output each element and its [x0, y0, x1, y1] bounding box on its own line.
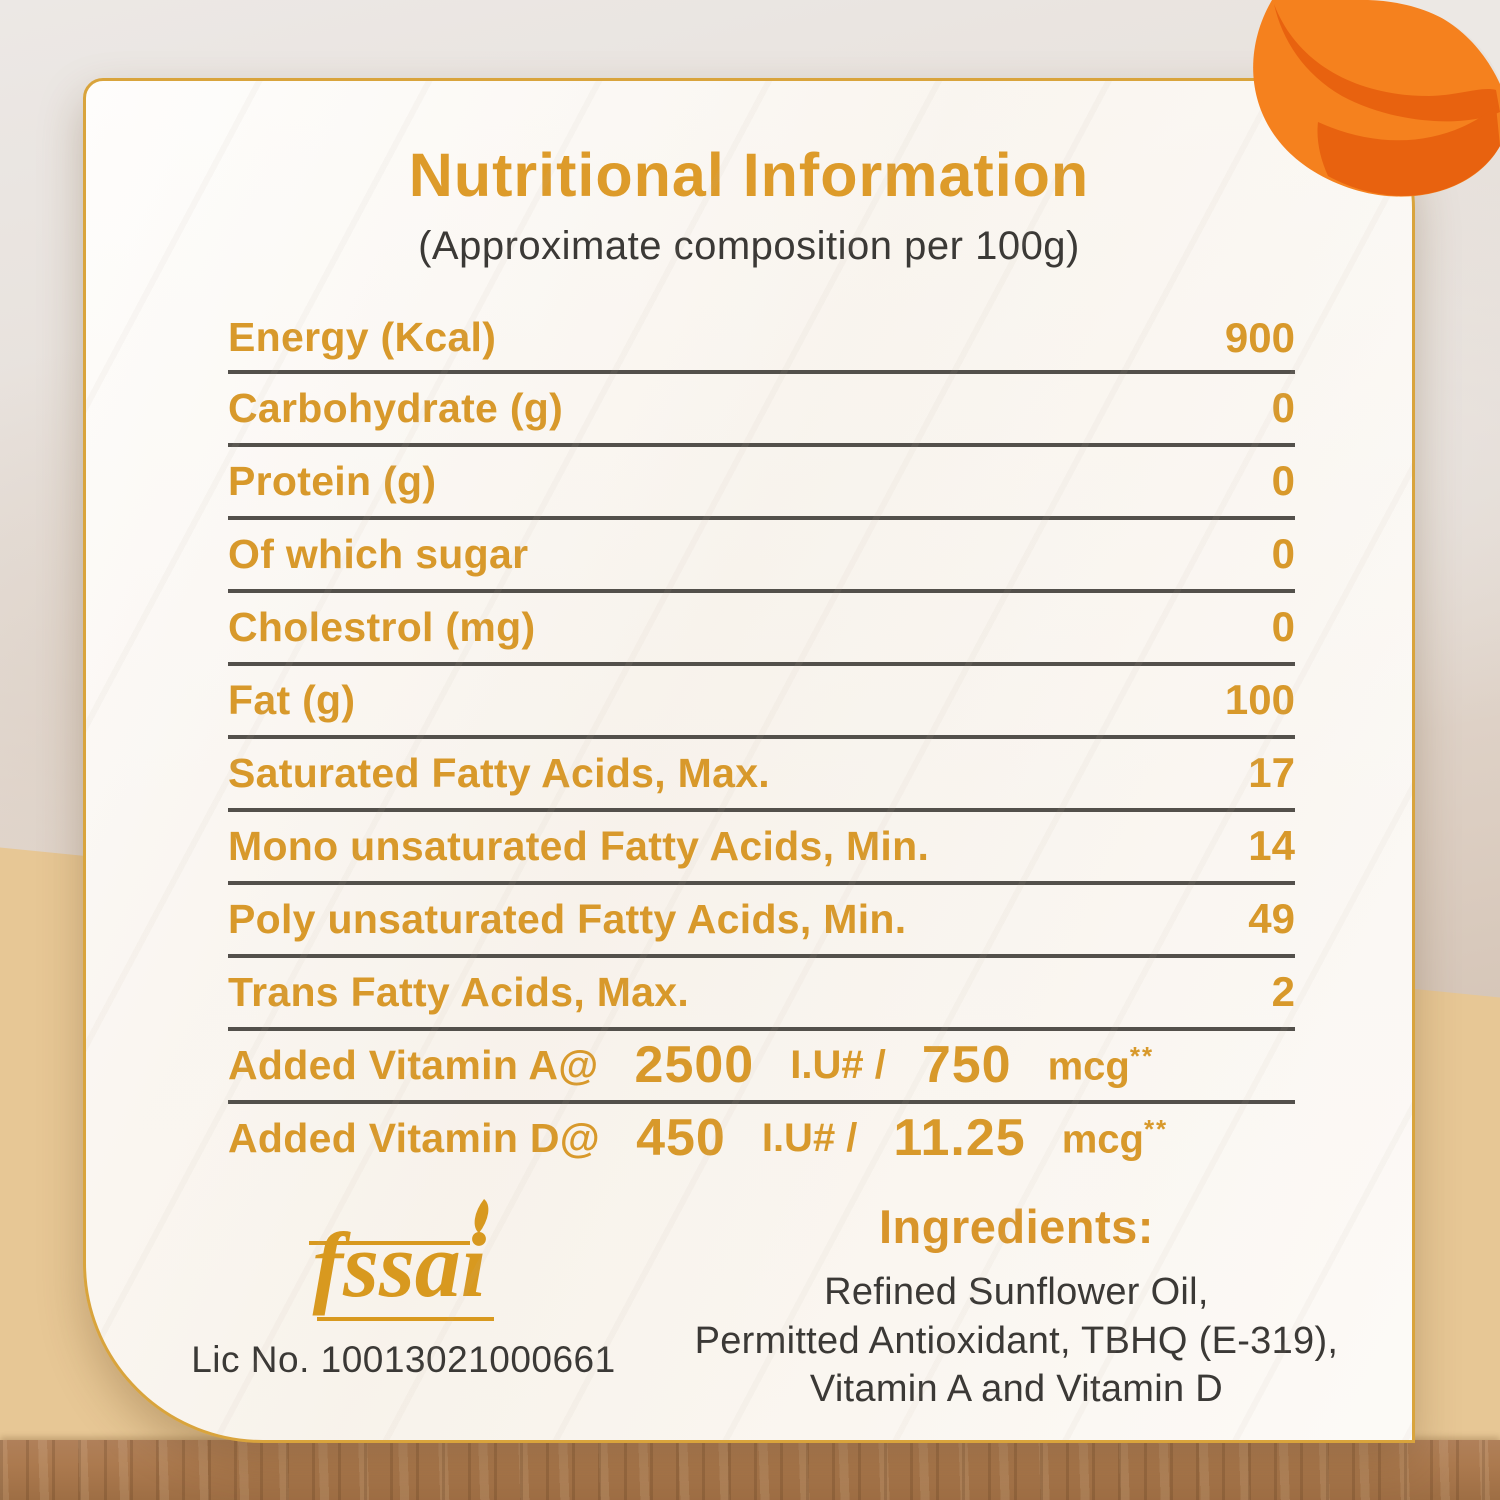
- vitamin-d-mcg-unit: mcg**: [1062, 1114, 1169, 1162]
- row-label: Saturated Fatty Acids, Max.: [228, 749, 771, 796]
- vitamin-a-mcg-value: 750: [921, 1036, 1012, 1095]
- table-row: Fat (g) 100: [228, 666, 1295, 739]
- wood-table-front-edge: [0, 1440, 1500, 1500]
- table-row: Saturated Fatty Acids, Max. 17: [228, 739, 1295, 812]
- table-row: Of which sugar 0: [228, 520, 1295, 593]
- row-value: 0: [1271, 457, 1295, 505]
- row-label: Energy (Kcal): [228, 314, 497, 361]
- table-row: Cholestrol (mg) 0: [228, 593, 1295, 666]
- label-footer: fssai Lic No. 10013021000661 Ingredients…: [146, 1195, 1372, 1414]
- row-value: 0: [1271, 603, 1295, 651]
- certification-block: fssai Lic No. 10013021000661: [146, 1195, 661, 1414]
- vitamin-a-footnote-marks: **: [1129, 1041, 1155, 1072]
- vitamin-d-iu-unit: I.U# /: [761, 1115, 858, 1160]
- ingredients-line: Vitamin A and Vitamin D: [809, 1368, 1224, 1411]
- row-label: Fat (g): [228, 676, 356, 723]
- vitamin-a-row: Added Vitamin A@ 2500 I.U# / 750 mcg**: [228, 1031, 1295, 1104]
- row-label: Carbohydrate (g): [228, 384, 564, 431]
- row-value: 0: [1271, 530, 1295, 578]
- table-row: Protein (g) 0: [228, 447, 1295, 520]
- license-number: Lic No. 10013021000661: [191, 1338, 616, 1380]
- nutrition-label-card: Nutritional Information (Approximate com…: [83, 78, 1415, 1443]
- row-label: Protein (g): [228, 457, 437, 504]
- row-value: 100: [1224, 676, 1295, 724]
- ingredients-block: Ingredients: Refined Sunflower Oil, Perm…: [661, 1195, 1372, 1414]
- row-label: Poly unsaturated Fatty Acids, Min.: [228, 895, 907, 942]
- vitamin-d-footnote-marks: **: [1143, 1114, 1169, 1145]
- row-value: 17: [1248, 749, 1295, 797]
- row-label: Of which sugar: [228, 530, 529, 577]
- nutrition-table: Energy (Kcal) 900 Carbohydrate (g) 0 Protein…: [228, 306, 1295, 1031]
- vitamin-d-label: Added Vitamin D@: [228, 1114, 601, 1161]
- ingredients-heading: Ingredients:: [878, 1199, 1154, 1253]
- row-value: 900: [1224, 313, 1295, 361]
- ingredients-line: Permitted Antioxidant, TBHQ (E-319),: [694, 1319, 1339, 1362]
- page-subtitle: (Approximate composition per 100g): [418, 223, 1080, 268]
- table-row: Carbohydrate (g) 0: [228, 374, 1295, 447]
- page-title: Nutritional Information: [408, 141, 1090, 209]
- row-value: 0: [1271, 384, 1295, 432]
- vitamin-d-mcg-text: mcg: [1061, 1117, 1144, 1162]
- fssai-logo: fssai: [307, 1198, 501, 1323]
- fssai-logo-text: fssai: [312, 1213, 487, 1316]
- table-row: Mono unsaturated Fatty Acids, Min. 14: [228, 812, 1295, 885]
- ingredients-line: Refined Sunflower Oil,: [824, 1270, 1209, 1313]
- orange-swirl-decoration: [1253, 0, 1500, 197]
- vitamin-a-iu-unit: I.U# /: [790, 1042, 886, 1087]
- vitamin-d-iu-value: 450: [636, 1109, 726, 1168]
- row-value: 14: [1248, 822, 1295, 870]
- table-row: Energy (Kcal) 900: [228, 306, 1295, 374]
- vitamin-d-mcg-value: 11.25: [893, 1109, 1026, 1168]
- row-label: Cholestrol (mg): [228, 603, 536, 650]
- vitamin-a-mcg-text: mcg: [1047, 1044, 1130, 1089]
- row-value: 2: [1271, 968, 1295, 1016]
- table-row: Poly unsaturated Fatty Acids, Min. 49: [228, 885, 1295, 958]
- vitamin-a-iu-value: 2500: [634, 1036, 755, 1095]
- card-inner-surface: Nutritional Information (Approximate com…: [86, 81, 1412, 1440]
- vitamin-a-label: Added Vitamin A@: [228, 1041, 599, 1088]
- row-label: Mono unsaturated Fatty Acids, Min.: [228, 822, 930, 869]
- row-value: 49: [1248, 895, 1295, 943]
- vitamin-a-mcg-unit: mcg**: [1048, 1041, 1155, 1089]
- table-row: Trans Fatty Acids, Max. 2: [228, 958, 1295, 1031]
- vitamin-d-row: Added Vitamin D@ 450 I.U# / 11.25 mcg**: [228, 1104, 1295, 1173]
- vitamin-table: Added Vitamin A@ 2500 I.U# / 750 mcg** A…: [228, 1031, 1295, 1173]
- row-label: Trans Fatty Acids, Max.: [228, 968, 690, 1015]
